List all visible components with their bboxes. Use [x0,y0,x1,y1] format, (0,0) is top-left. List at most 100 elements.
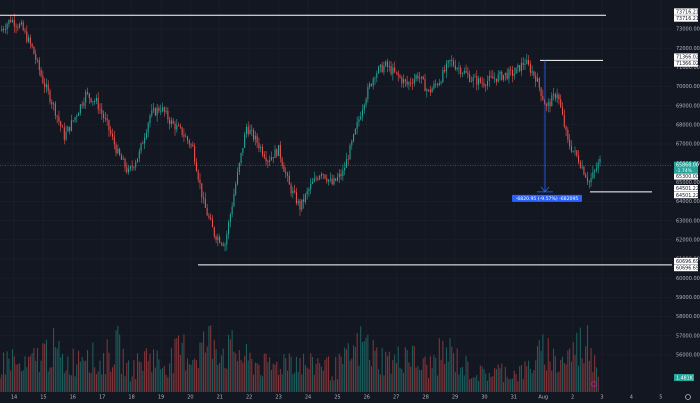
candle-body [6,24,8,30]
volume-bar [244,356,246,392]
volume-bar [79,361,81,392]
volume-bar [515,374,517,392]
candle-body [378,66,380,74]
volume-bar [456,348,458,392]
candle-body [567,129,569,140]
volume-bar [431,367,433,392]
candle-body [342,170,344,177]
volume-bar [135,378,137,392]
candle-body [478,78,480,85]
volume-bar [295,356,297,392]
x-tick-label: 25 [334,395,340,401]
volume-bar [88,372,90,392]
candle-body [101,109,103,114]
candle-body [33,46,35,55]
volume-bar [420,369,422,392]
horizontal-lines[interactable] [0,14,672,266]
candle-body [329,178,331,180]
candle-body [360,116,362,120]
candle-body [270,157,272,161]
volume-bar [161,368,164,392]
volume-bar [447,361,449,392]
volume-bar [572,342,574,392]
volume-bar [13,356,15,392]
volume-bar [342,363,344,392]
volume-bar [194,358,196,392]
candle-body [331,178,333,185]
candle-body [561,107,564,115]
candle-body [156,107,158,116]
volume-bar [565,364,567,392]
candle-body [294,190,296,193]
line-price-tag-secondary: 73716.21 [676,16,699,22]
volume-bar [78,350,80,392]
candle-body [35,54,37,60]
volume-bar [581,358,583,392]
volume-bar [526,366,528,392]
volume-bar [358,365,360,392]
volume-bar [488,372,490,392]
candle-body [483,83,485,86]
candle-body [517,65,519,68]
volume-bar [108,352,110,392]
candle-body [210,217,212,220]
volume-bar [486,380,489,392]
candle-body [563,114,565,127]
candle-body [17,26,19,28]
candle-body [520,62,522,72]
candle-body [149,115,151,124]
event-marker-icon[interactable] [591,381,597,387]
volume-bar [347,343,349,392]
measure-tool[interactable]: -6820.95 (-9.57%) -682095 [512,60,582,202]
candle-body [15,26,17,28]
candle-body [113,136,115,145]
gear-icon[interactable] [685,394,691,400]
candle-body [79,104,81,113]
candle-body [147,123,149,133]
volume-bar [170,348,172,392]
candle-body [110,130,112,134]
candle-body [285,171,287,174]
volume-bars [0,325,599,392]
candle-body [510,69,512,71]
volume-bar [374,350,376,392]
volume-bar [113,364,115,392]
volume-bar [551,370,553,392]
volume-bar [356,333,358,392]
volume-bar [92,342,94,392]
candle-body [306,191,308,195]
candle-body [317,178,319,180]
candle-body [326,178,328,182]
volume-bar [583,363,585,392]
candle-body [70,120,72,131]
volume-bar [1,374,3,392]
volume-bar [554,356,556,392]
candle-body [283,165,285,172]
candle-body [406,81,408,85]
volume-bar [483,369,485,392]
volume-bar [594,355,596,392]
candle-body [63,127,65,140]
candle-body [142,143,144,145]
volume-bar [570,361,572,392]
y-tick-label: 65000.00 [676,180,700,186]
volume-bar [120,373,122,392]
volume-bar [363,341,365,392]
volume-bar [474,377,476,392]
volume-bar [10,370,12,392]
candle-body [333,178,335,185]
candle-body [176,125,178,130]
candle-body [392,67,394,75]
y-tick-label: 72000.00 [676,46,700,52]
volume-bar [460,367,462,392]
volume-bar [301,374,303,392]
volume-bar [479,365,481,392]
candle-body [344,167,346,171]
volume-bar [236,361,239,392]
candle-body [583,166,585,175]
candle-body [315,178,317,180]
volume-bar [58,340,60,392]
candle-body [261,146,264,155]
y-tick-label: 70000.00 [676,84,700,90]
